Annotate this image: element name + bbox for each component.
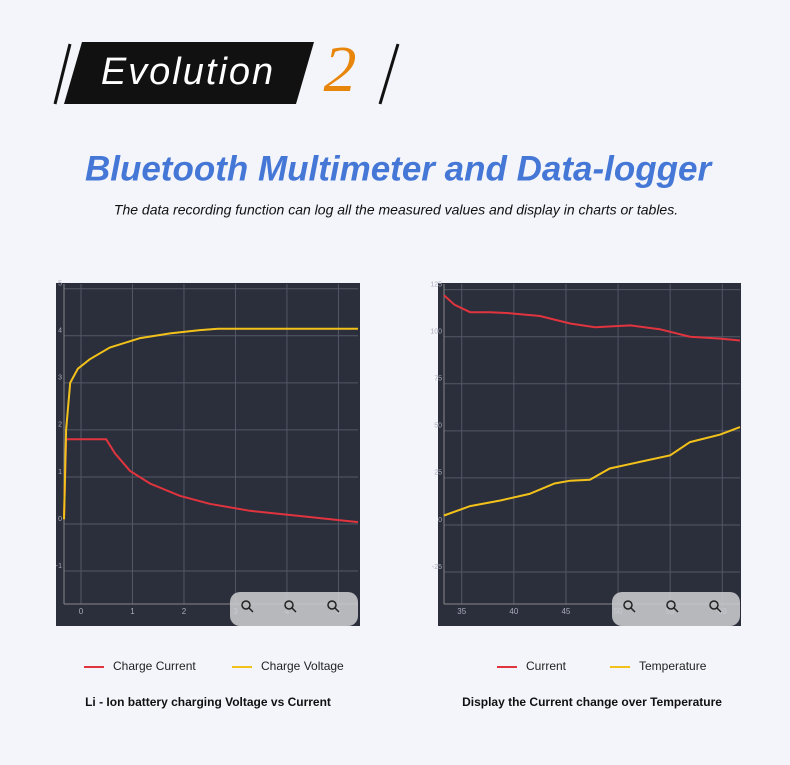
y-tick-label: 0	[438, 517, 442, 524]
line-series	[63, 438, 359, 524]
y-tick-label: 1	[58, 469, 62, 476]
zoom-button	[291, 607, 297, 613]
zoom-button	[241, 600, 251, 610]
line-series	[63, 327, 358, 520]
zoom-button	[673, 607, 679, 613]
x-tick-label: 1	[130, 607, 135, 616]
y-tick-label: 3	[58, 375, 62, 382]
caption: Li - Ion battery charging Voltage vs Cur…	[85, 695, 331, 709]
y-tick-label: 2	[58, 422, 62, 429]
x-tick-label: 45	[561, 607, 570, 616]
title: Bluetooth Multimeter and Data-logger	[85, 149, 714, 188]
line-series	[443, 426, 741, 517]
legend-label: Charge Voltage	[261, 659, 344, 673]
zoom-button	[248, 607, 254, 613]
slash	[53, 43, 72, 105]
subtitle: The data recording function can log all …	[114, 202, 678, 218]
y-tick-label: -25	[432, 564, 442, 571]
legend-label: Charge Current	[113, 659, 196, 673]
y-tick-label: 0	[58, 516, 62, 523]
zoom-button	[709, 600, 719, 610]
x-tick-label: 40	[509, 607, 518, 616]
y-tick-label: -1	[56, 563, 62, 570]
x-tick-label: 2	[182, 607, 187, 616]
y-tick-label: 50	[434, 423, 442, 430]
y-tick-label: 5	[58, 281, 62, 288]
caption: Display the Current change over Temperat…	[462, 695, 722, 709]
x-tick-label: 0	[79, 607, 84, 616]
slash	[378, 43, 400, 105]
zoom-button	[623, 600, 633, 610]
zoom-button	[630, 607, 636, 613]
legend-label: Temperature	[639, 659, 707, 673]
zoom-button	[284, 600, 294, 610]
badge: Evolution	[101, 51, 275, 93]
zoom-button	[334, 607, 340, 613]
x-tick-label: 35	[457, 607, 466, 616]
zoom-button	[327, 600, 337, 610]
y-tick-label: 4	[58, 328, 62, 335]
y-tick-label: 25	[434, 470, 442, 477]
legend-label: Current	[526, 659, 567, 673]
y-tick-label: 125	[430, 281, 442, 288]
plot-background	[438, 283, 741, 626]
zoom-button	[666, 600, 676, 610]
y-tick-label: 100	[430, 329, 442, 336]
plot-background	[56, 283, 360, 626]
y-tick-label: 75	[434, 376, 442, 383]
line-series	[443, 294, 741, 342]
zoom-button	[716, 607, 722, 613]
badge-box	[64, 42, 314, 104]
number: 2	[324, 33, 357, 106]
